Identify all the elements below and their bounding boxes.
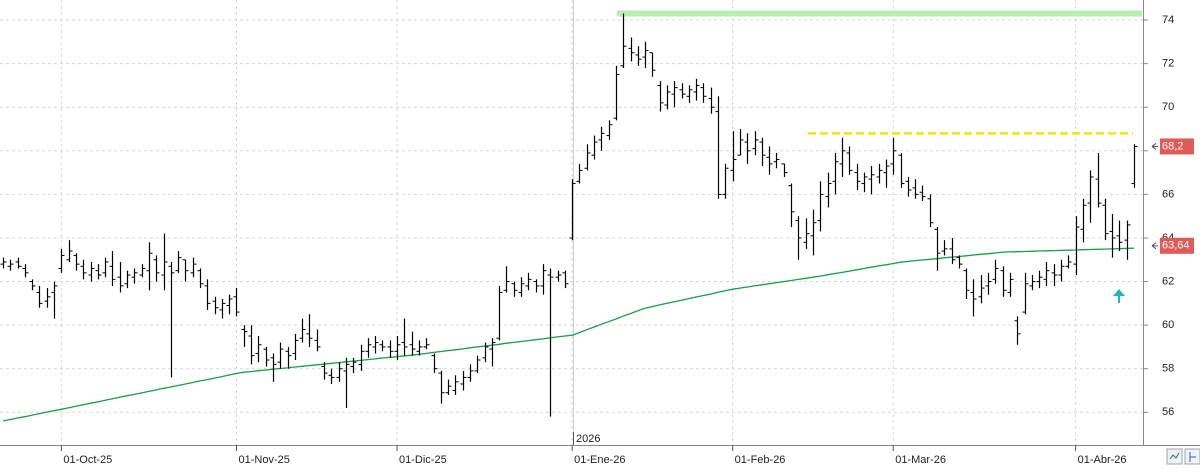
y-tick-label: 72 [1162, 58, 1174, 70]
year-label: 2026 [576, 433, 600, 445]
x-tick-label: 01-Ene-26 [574, 454, 625, 466]
price-tag-pointer [1151, 143, 1158, 150]
y-tick-label: 74 [1162, 14, 1174, 26]
y-tick-label: 66 [1162, 188, 1174, 200]
scale-icon [1169, 452, 1180, 460]
price-tag-label: 68,2 [1162, 140, 1183, 152]
x-tick-label: 01-Feb-26 [735, 454, 786, 466]
x-tick-label: 01-Nov-25 [238, 454, 289, 466]
price-tag-label: 63,64 [1162, 240, 1190, 252]
y-tick-label: 62 [1162, 275, 1174, 287]
x-tick-label: 01-Abr-26 [1078, 454, 1127, 466]
moving-average [2, 247, 1135, 422]
price-tag-pointer [1151, 242, 1158, 250]
price-tag [1160, 237, 1194, 254]
price-tag [1160, 138, 1194, 155]
x-tick-label: 01-Dic-25 [399, 454, 447, 466]
settings-icon [1189, 452, 1196, 462]
x-tick-label: 01-Oct-25 [63, 454, 112, 466]
x-tick-label: 01-Mar-26 [895, 454, 946, 466]
y-tick-label: 56 [1162, 406, 1174, 418]
y-tick-label: 70 [1162, 101, 1174, 113]
y-tick-label: 60 [1162, 319, 1174, 331]
up-arrow [1113, 289, 1125, 303]
y-tick-label: 58 [1162, 363, 1174, 375]
